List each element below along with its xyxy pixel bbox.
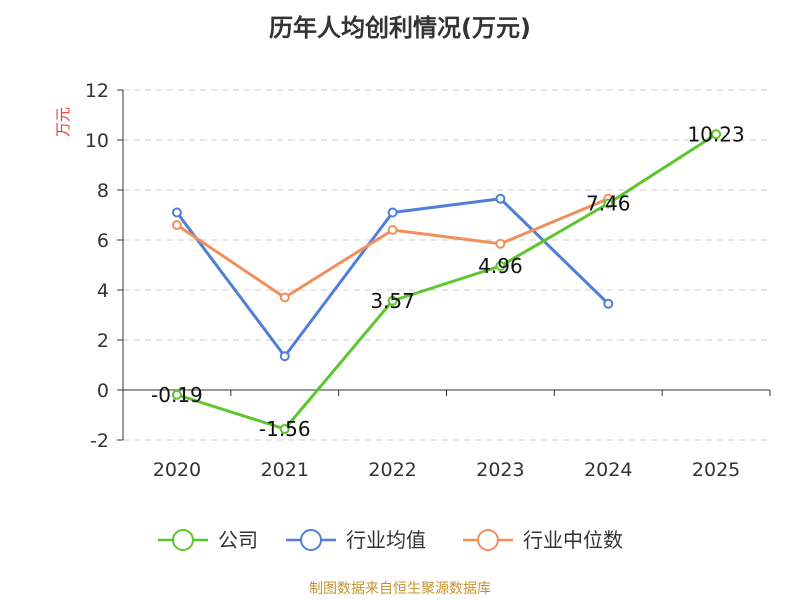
x-tick-label: 2020 [153, 459, 201, 481]
series-point [495, 261, 506, 271]
series-point [171, 207, 182, 218]
data-label: 3.57 [370, 289, 415, 313]
source-footer: 制图数据来自恒生聚源数据库 [309, 581, 491, 597]
series-point [495, 193, 506, 204]
x-tick-label: 2025 [692, 459, 740, 481]
series-point [387, 207, 398, 218]
y-tick-label: 10 [85, 130, 109, 152]
data-label: 7.46 [586, 192, 631, 216]
series-point [603, 298, 614, 309]
data-label: -1.56 [259, 417, 311, 441]
legend-marker [172, 529, 194, 551]
legend-label: 行业均值 [346, 528, 426, 552]
legend-marker [300, 529, 322, 551]
legend-marker [477, 529, 499, 551]
y-tick-label: 8 [97, 180, 109, 202]
y-axis-label: 万元 [54, 107, 72, 137]
y-tick-label: 6 [97, 230, 109, 252]
x-tick-label: 2021 [261, 459, 309, 481]
chart-title: 历年人均创利情况(万元) [269, 14, 531, 42]
data-labels: -0.19 -1.56 3.57 4.96 7.46 10.23 [151, 122, 745, 441]
x-tick-label: 2023 [476, 459, 524, 481]
series-point [495, 238, 506, 249]
series-point [387, 225, 398, 235]
axes: -2 0 2 4 6 8 10 12 2020 2021 2022 2023 2024 2025 万元 [54, 80, 771, 481]
data-label: 4.96 [478, 254, 523, 278]
y-tick-label: 2 [97, 330, 109, 352]
series-point [603, 198, 614, 209]
series-point [711, 129, 722, 140]
legend: 公司 行业均值 行业中位数 [158, 528, 623, 552]
series-point [279, 292, 290, 303]
series-point [279, 351, 290, 362]
series-layer [171, 129, 722, 434]
data-label: -0.19 [151, 383, 203, 407]
series-point [279, 424, 290, 434]
series-line [175, 197, 610, 358]
x-tick-label: 2022 [368, 459, 416, 481]
y-tick-label: -2 [90, 430, 109, 452]
data-label: 10.23 [687, 122, 744, 146]
y-tick-label: 12 [85, 80, 109, 102]
legend-label: 公司 [218, 528, 258, 552]
series-point [387, 295, 398, 306]
series-point [171, 389, 182, 400]
legend-label: 行业中位数 [523, 528, 623, 552]
y-tick-label: 0 [97, 380, 109, 402]
series-point [171, 220, 182, 230]
x-tick-label: 2024 [584, 459, 632, 481]
grid-lines [123, 89, 770, 441]
y-tick-label: 4 [97, 280, 109, 302]
series-line [176, 132, 717, 431]
